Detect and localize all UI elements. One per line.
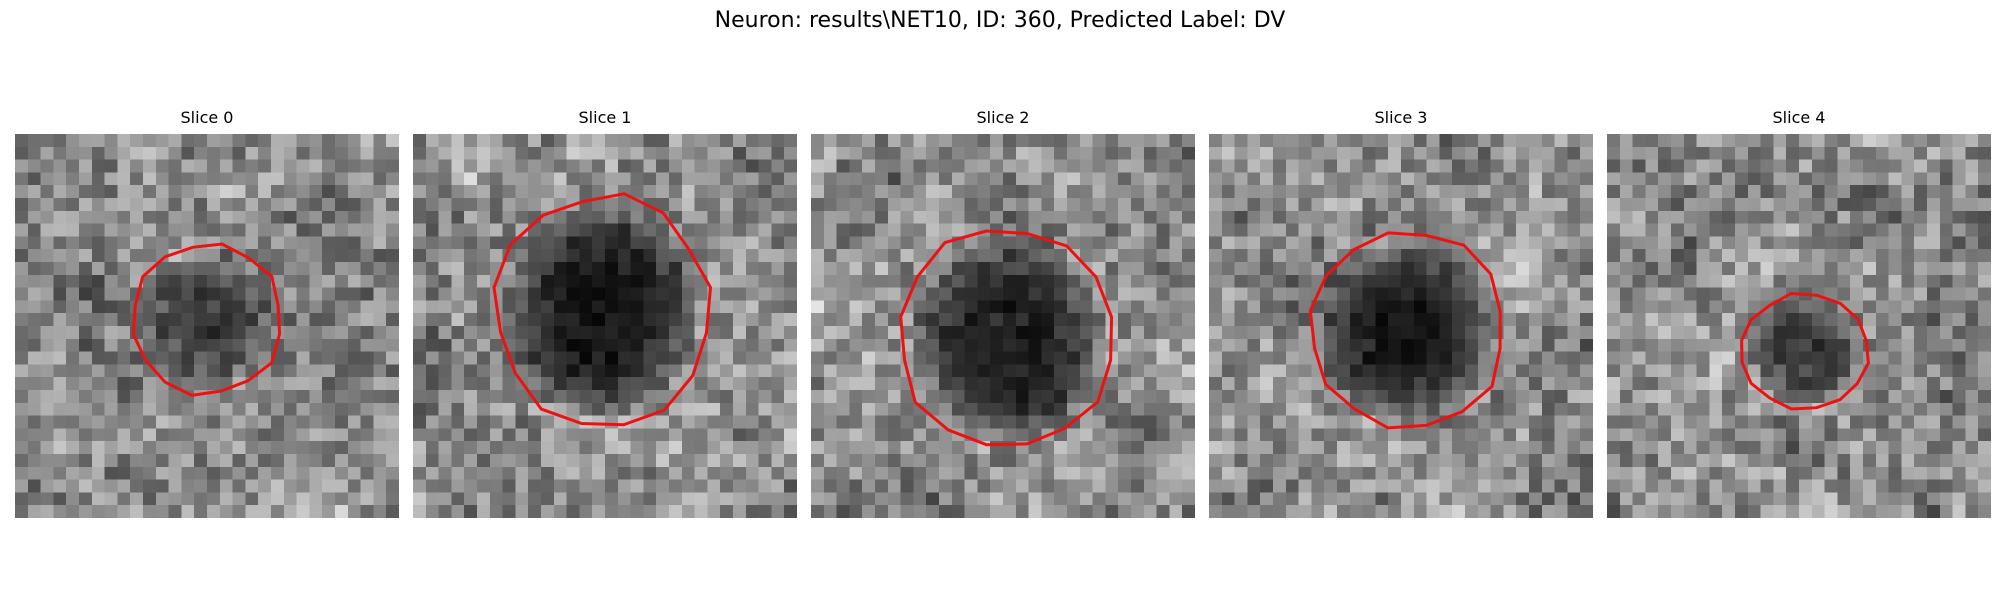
pixel-grid [413,134,797,518]
slice-title: Slice 3 [1374,108,1428,127]
slice-svg [1209,134,1593,518]
slice-panel-4: Slice 4 [1607,108,1991,520]
slice-panel-1: Slice 1 [413,108,797,520]
slice-title: Slice 4 [1772,108,1826,127]
pixel-grid [1607,134,1991,518]
slice-panel-0: Slice 0 [15,108,399,520]
roi-contour [1308,231,1502,430]
roi-contour [899,229,1114,447]
roi-contour [131,242,282,397]
slice-image [1607,134,1991,518]
slice-panel-3: Slice 3 [1209,108,1593,520]
slice-image [413,134,797,518]
slice-svg [811,134,1195,518]
slice-image [15,134,399,518]
pixel-grid [1209,134,1593,518]
figure-title: Neuron: results\NET10, ID: 360, Predicte… [714,8,1286,33]
slice-title: Slice 2 [976,108,1030,127]
slice-panel-2: Slice 2 [811,108,1195,520]
pixel-grid [15,134,399,518]
slice-title: Slice 1 [578,108,632,127]
roi-contour [492,192,713,427]
slice-svg [413,134,797,518]
roi-contour [1740,291,1870,411]
slice-image [811,134,1195,518]
slice-svg [1607,134,1991,518]
slice-title: Slice 0 [180,108,234,127]
slice-image [1209,134,1593,518]
slice-svg [15,134,399,518]
pixel-grid [811,134,1195,518]
